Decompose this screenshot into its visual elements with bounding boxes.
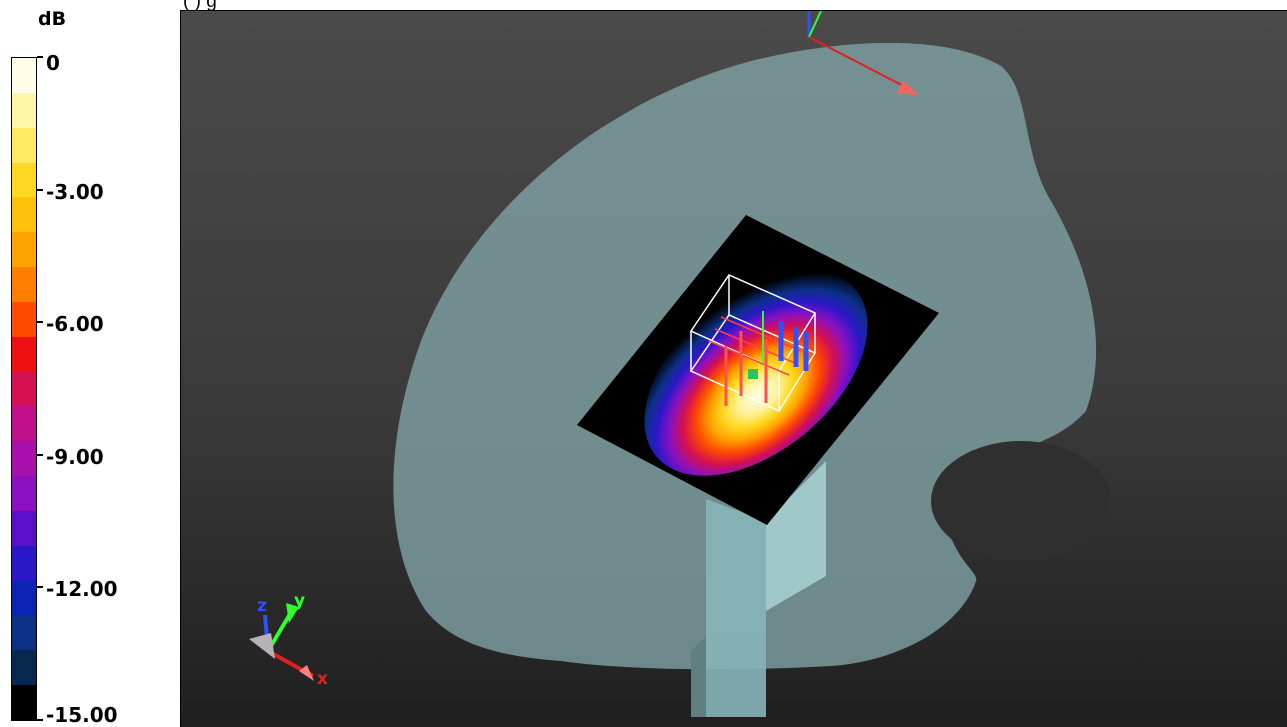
legend-tick-label: -3.00 — [46, 179, 104, 204]
legend-swatch — [12, 580, 36, 616]
legend-tick-label: -15.00 — [46, 703, 118, 727]
legend-panel: dB 0 -3.00 -6.00 -9.00 -12.00 -15.00 — [0, 0, 178, 727]
legend-swatch — [12, 406, 36, 442]
legend-swatch — [12, 336, 36, 372]
axis-z-label: z — [257, 596, 267, 616]
legend-swatch — [12, 58, 36, 93]
legend-swatch — [12, 441, 36, 477]
support-pillar-front — [706, 499, 766, 717]
legend-tick — [37, 719, 43, 721]
axis-y-label: y — [294, 591, 305, 611]
scene-svg: z y x — [249, 11, 1111, 717]
legend-tick — [37, 56, 43, 58]
legend-swatch — [12, 685, 36, 721]
legend-swatch — [12, 197, 36, 233]
legend-unit: dB — [38, 8, 67, 30]
legend-swatch — [12, 476, 36, 511]
legend-swatch — [12, 545, 36, 581]
legend-tick — [37, 586, 43, 589]
legend-swatch — [12, 232, 36, 268]
legend-tick-label: -6.00 — [46, 312, 104, 337]
legend-swatch — [12, 371, 36, 407]
legend-swatch — [12, 650, 36, 686]
legend-swatch — [12, 510, 36, 546]
device-wireframe — [689, 274, 817, 412]
legend-swatch — [12, 162, 36, 198]
legend-swatch — [12, 92, 36, 128]
legend-swatch — [12, 615, 36, 651]
legend-swatch — [12, 267, 36, 302]
3d-viewport[interactable]: z y x — [180, 10, 1287, 727]
legend-tick — [37, 321, 43, 324]
legend-tick — [37, 188, 43, 191]
legend-tick-label: -12.00 — [46, 577, 118, 602]
support-pillar-base — [691, 636, 706, 717]
legend-tick-label: 0 — [46, 51, 60, 75]
legend-tick — [37, 453, 43, 456]
legend-swatch — [12, 301, 36, 337]
global-axis-top — [807, 11, 919, 95]
axis-x-label: x — [317, 669, 328, 689]
axes-triad: z y x — [249, 591, 328, 689]
legend-color-bar — [11, 57, 37, 721]
legend-tick-label: -9.00 — [46, 444, 104, 469]
phantom-notch — [931, 441, 1111, 561]
window-title-fragment: ( ) g — [183, 0, 217, 12]
support-pillar-side — [766, 461, 826, 611]
legend-swatch — [12, 127, 36, 163]
